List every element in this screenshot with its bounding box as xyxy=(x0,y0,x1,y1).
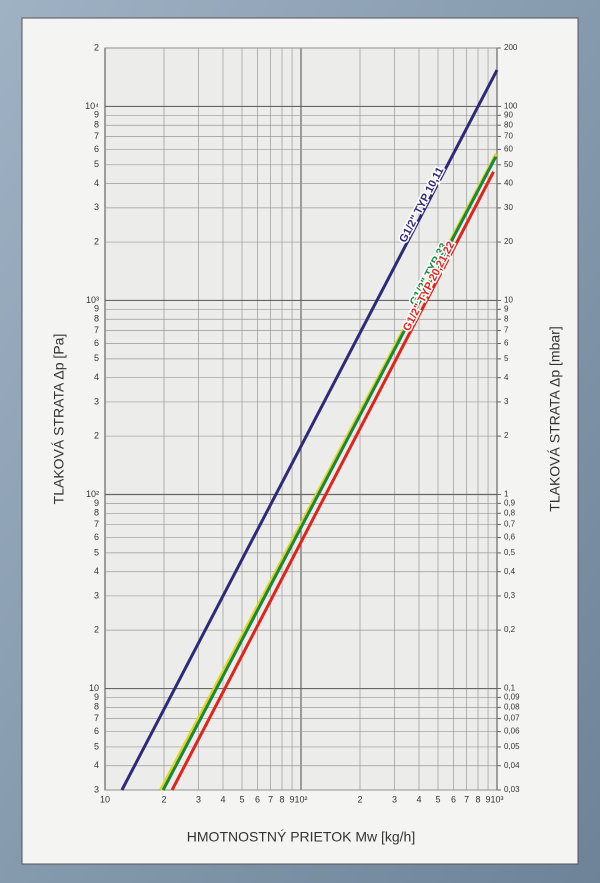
y-tick-label: 3 xyxy=(94,202,99,212)
y2-tick-label: 3 xyxy=(504,397,509,406)
x-tick-label: 5 xyxy=(239,794,244,804)
y-tick-label: 4 xyxy=(94,372,99,382)
y-tick-label: 2 xyxy=(94,236,99,246)
y2-tick-label: 0,2 xyxy=(504,625,516,634)
y-tick-label: 9 xyxy=(94,110,99,120)
y-tick-label: 7 xyxy=(94,519,99,529)
y2-tick-label: 0,4 xyxy=(504,567,516,576)
y-tick-label: 5 xyxy=(94,159,99,169)
y2-tick-label: 6 xyxy=(504,339,509,348)
y-tick-label: 2 xyxy=(94,42,99,52)
y2-tick-label: 0,5 xyxy=(504,548,516,557)
y2-tick-label: 50 xyxy=(504,160,513,169)
y2-tick-label: 0,7 xyxy=(504,520,516,529)
y2-tick-label: 4 xyxy=(504,373,509,382)
y-tick-label: 10³ xyxy=(86,295,99,305)
y-tick-label: 6 xyxy=(94,144,99,154)
y-tick-label: 4 xyxy=(94,178,99,188)
y2-tick-label: 200 xyxy=(504,43,518,52)
x-tick-label: 3 xyxy=(196,794,201,804)
y2-tick-label: 20 xyxy=(504,237,513,246)
y-tick-label: 9 xyxy=(94,304,99,314)
y2-tick-label: 40 xyxy=(504,179,513,188)
series-line xyxy=(161,156,498,791)
y2-tick-label: 8 xyxy=(504,314,509,323)
y-tick-label: 10² xyxy=(86,489,99,499)
y-tick-label: 5 xyxy=(94,353,99,363)
y2-tick-label: 0,6 xyxy=(504,533,516,542)
y-tick-label: 7 xyxy=(94,131,99,141)
x-tick-label: 5 xyxy=(435,794,440,804)
y2-tick-label: 90 xyxy=(504,110,513,119)
x-tick-label: 6 xyxy=(255,794,260,804)
y2-tick-label: 70 xyxy=(504,132,513,141)
y-tick-label: 3 xyxy=(94,590,99,600)
y-tick-label: 2 xyxy=(94,430,99,440)
y2-tick-label: 0,04 xyxy=(504,761,520,770)
y2-tick-label: 5 xyxy=(504,354,509,363)
series-line xyxy=(170,171,495,791)
x-tick-label: 7 xyxy=(268,794,273,804)
x-tick-label: 2 xyxy=(161,794,166,804)
x-tick-label: 7 xyxy=(464,794,469,804)
x-tick-label: 10 xyxy=(100,794,110,804)
y2-tick-label: 0,3 xyxy=(504,591,516,600)
y2-tick-label: 0,8 xyxy=(504,508,516,517)
x-tick-label: 10³ xyxy=(490,794,503,804)
y2-tick-label: 30 xyxy=(504,203,513,212)
x-tick-label: 8 xyxy=(475,794,480,804)
y2-tick-label: 100 xyxy=(504,102,518,111)
x-tick-label: 4 xyxy=(220,794,225,804)
y2-tick-label: 0,1 xyxy=(504,684,516,693)
y2-tick-label: 0,05 xyxy=(504,742,520,751)
y-tick-label: 10 xyxy=(89,683,99,693)
y2-tick-label: 0,08 xyxy=(504,702,520,711)
x-tick-label: 2 xyxy=(357,794,362,804)
y-tick-label: 2 xyxy=(94,625,99,635)
y-tick-label: 6 xyxy=(94,338,99,348)
y2-tick-label: 9 xyxy=(504,304,509,313)
y2-tick-label: 0,03 xyxy=(504,785,520,794)
y-tick-label: 7 xyxy=(94,325,99,335)
y2-axis-title: TLAKOVÁ STRATA Δp [mbar] xyxy=(547,326,563,511)
series-line xyxy=(120,69,499,791)
y-tick-label: 3 xyxy=(94,784,99,794)
x-axis-title: HMOTNOSTNÝ PRIETOK Mw [kg/h] xyxy=(187,829,415,845)
y-tick-label: 8 xyxy=(94,508,99,518)
x-tick-label: 10² xyxy=(294,794,307,804)
y-tick-label: 5 xyxy=(94,741,99,751)
y-tick-label: 9 xyxy=(94,692,99,702)
y2-tick-label: 80 xyxy=(504,120,513,129)
y-tick-label: 8 xyxy=(94,314,99,324)
x-tick-label: 9 xyxy=(486,794,491,804)
y-tick-label: 7 xyxy=(94,713,99,723)
x-tick-label: 8 xyxy=(279,794,284,804)
x-tick-label: 9 xyxy=(290,794,295,804)
y2-tick-label: 2 xyxy=(504,431,509,440)
y-tick-label: 9 xyxy=(94,498,99,508)
x-tick-label: 3 xyxy=(392,794,397,804)
y2-tick-label: 10 xyxy=(504,296,513,305)
y2-tick-label: 7 xyxy=(504,326,509,335)
y2-tick-label: 1 xyxy=(504,490,509,499)
y2-tick-label: 0,9 xyxy=(504,498,516,507)
y-tick-label: 4 xyxy=(94,760,99,770)
y2-tick-label: 0,06 xyxy=(504,727,520,736)
x-tick-label: 6 xyxy=(451,794,456,804)
y-tick-label: 4 xyxy=(94,566,99,576)
y2-tick-label: 0,09 xyxy=(504,693,520,702)
x-tick-label: 4 xyxy=(416,794,421,804)
y-tick-label: 10⁴ xyxy=(85,101,99,111)
y-tick-label: 8 xyxy=(94,702,99,712)
y-tick-label: 6 xyxy=(94,532,99,542)
y-axis-title: TLAKOVÁ STRATA Δp [Pa] xyxy=(51,334,67,505)
y2-tick-label: 60 xyxy=(504,145,513,154)
y-tick-label: 6 xyxy=(94,726,99,736)
y2-tick-label: 0,07 xyxy=(504,714,520,723)
y-tick-label: 8 xyxy=(94,120,99,130)
y-tick-label: 3 xyxy=(94,396,99,406)
y-tick-label: 5 xyxy=(94,547,99,557)
